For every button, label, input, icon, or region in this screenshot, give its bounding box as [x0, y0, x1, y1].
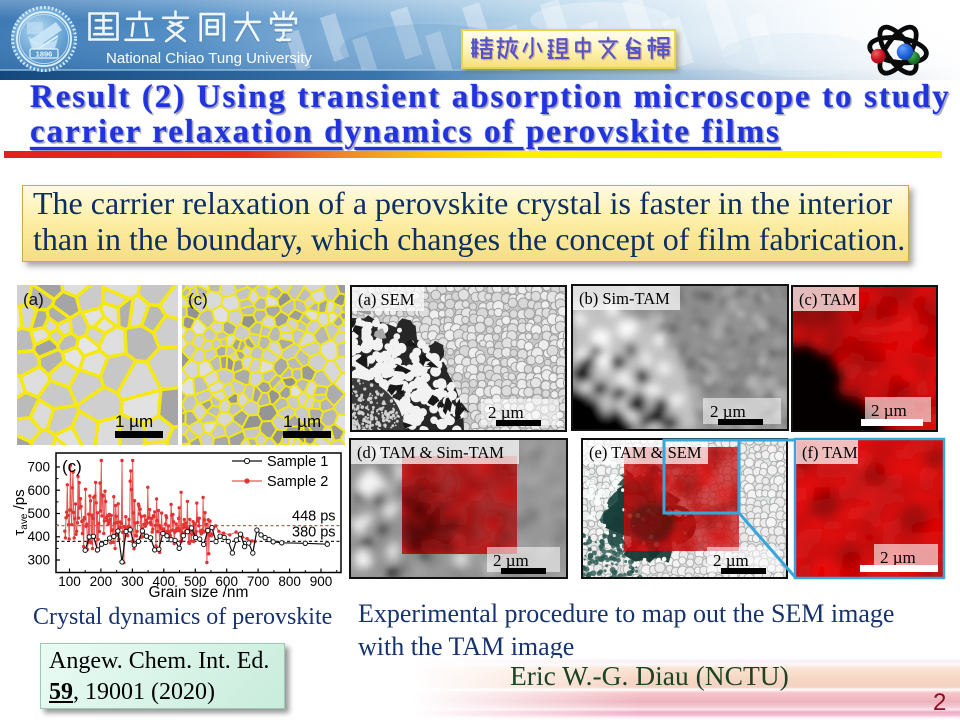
- svg-text:2 µm: 2 µm: [871, 401, 907, 420]
- svg-text:300: 300: [27, 553, 50, 568]
- svg-text:200: 200: [90, 574, 113, 589]
- svg-text:448 ps: 448 ps: [292, 509, 336, 525]
- svg-text:(a) SEM: (a) SEM: [358, 290, 415, 309]
- svg-text:1896: 1896: [36, 50, 53, 59]
- svg-text:380 ps: 380 ps: [292, 524, 336, 540]
- svg-text:2 µm: 2 µm: [493, 551, 529, 570]
- svg-text:2 µm: 2 µm: [713, 551, 749, 570]
- svg-text:300: 300: [121, 574, 144, 589]
- svg-text:(f) TAM: (f) TAM: [802, 443, 858, 462]
- svg-text:400: 400: [153, 574, 176, 589]
- svg-text:Grain size /nm: Grain size /nm: [149, 584, 249, 601]
- svg-text:400: 400: [27, 529, 50, 544]
- svg-text:700: 700: [27, 460, 50, 475]
- svg-text:1 µm: 1 µm: [115, 412, 153, 431]
- svg-text:(c) TAM: (c) TAM: [799, 290, 857, 309]
- svg-text:2 µm: 2 µm: [710, 402, 746, 421]
- svg-text:National Chiao Tung University: National Chiao Tung University: [106, 50, 312, 67]
- svg-text:Sample 2: Sample 2: [267, 474, 328, 490]
- svg-text:(c): (c): [188, 290, 208, 309]
- svg-text:600: 600: [215, 574, 238, 589]
- svg-text:2 µm: 2 µm: [880, 548, 916, 567]
- svg-text:500: 500: [27, 506, 50, 521]
- svg-text:(b) Sim-TAM: (b) Sim-TAM: [579, 289, 670, 308]
- svg-text:900: 900: [310, 574, 333, 589]
- svg-text:(e) TAM & SEM: (e) TAM & SEM: [589, 443, 702, 462]
- svg-text:1 µm: 1 µm: [283, 412, 321, 431]
- svg-text:100: 100: [58, 574, 81, 589]
- svg-text:(a): (a): [23, 290, 44, 309]
- svg-text:(c): (c): [62, 457, 82, 476]
- svg-text:Sample 1: Sample 1: [267, 454, 328, 470]
- svg-text:700: 700: [247, 574, 270, 589]
- svg-text:800: 800: [278, 574, 301, 589]
- svg-text:(d) TAM & Sim-TAM: (d) TAM & Sim-TAM: [357, 443, 504, 462]
- svg-text:2 µm: 2 µm: [488, 403, 524, 422]
- svg-text:600: 600: [27, 483, 50, 498]
- svg-text:500: 500: [184, 574, 207, 589]
